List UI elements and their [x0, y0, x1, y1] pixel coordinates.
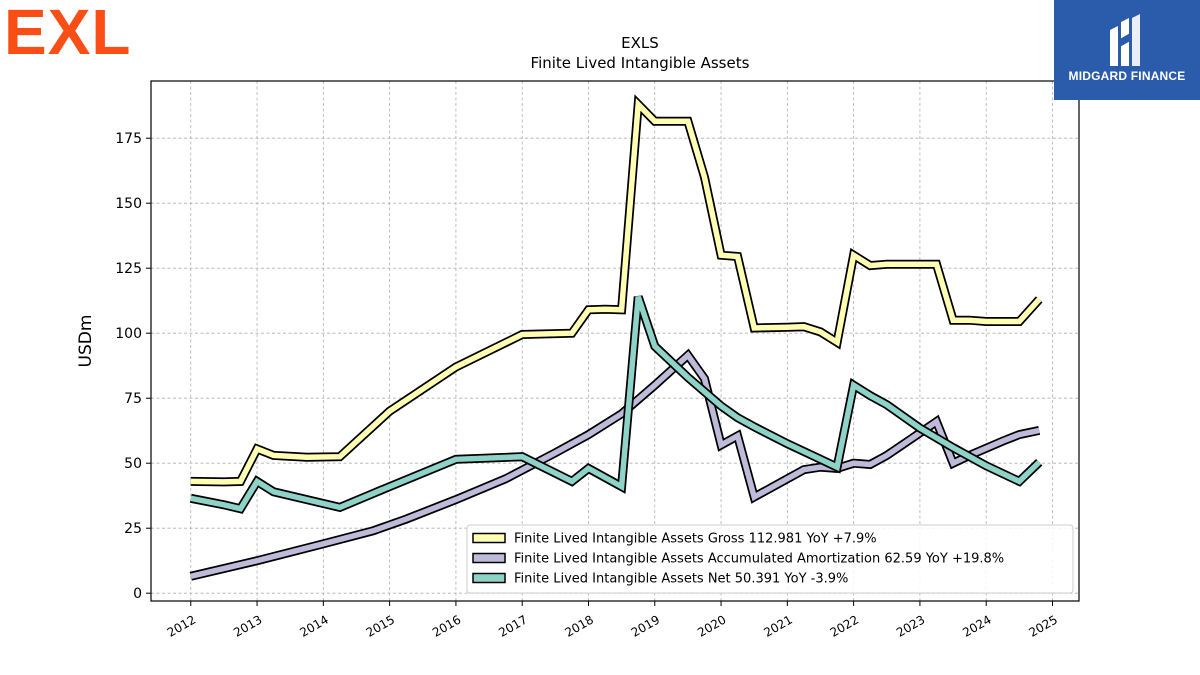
exl-logo: EXL	[4, 0, 132, 68]
legend-swatch	[472, 552, 506, 564]
legend-label: Finite Lived Intangible Assets Net 50.39…	[514, 572, 848, 587]
y-tick-label: 50	[124, 456, 142, 472]
midgard-mark-icon	[1110, 14, 1140, 66]
series-line	[190, 98, 1042, 485]
plot-frame	[150, 80, 1080, 602]
x-tick-label: 2019	[629, 612, 662, 639]
midgard-finance-logo: MIDGARD FINANCE	[1054, 0, 1200, 100]
x-tick-label: 2016	[430, 612, 463, 639]
y-tick-label: 125	[115, 261, 142, 277]
legend-label: Finite Lived Intangible Assets Accumulat…	[514, 552, 1004, 567]
x-tick-label: 2013	[231, 612, 264, 639]
y-tick-label: 0	[133, 586, 142, 602]
x-tick-label: 2023	[894, 612, 927, 639]
midgard-finance-wordmark: MIDGARD FINANCE	[1068, 69, 1186, 83]
series-line	[190, 351, 1040, 579]
x-tick-label: 2012	[165, 612, 198, 639]
series-2	[189, 348, 1041, 581]
x-tick-label: 2025	[1027, 612, 1060, 639]
legend-label: Finite Lived Intangible Assets Gross 112…	[514, 532, 877, 547]
y-tick-label: 150	[115, 196, 142, 212]
plot-area	[151, 81, 1079, 601]
x-tick-label: 2020	[695, 612, 728, 639]
y-tick-label: 175	[115, 131, 142, 147]
x-tick-label: 2014	[297, 612, 330, 639]
y-tick-label: 25	[124, 521, 142, 537]
x-tick-label: 2024	[960, 612, 993, 639]
legend-box	[466, 524, 1074, 594]
x-tick-label: 2017	[496, 612, 529, 639]
legend-swatch	[472, 532, 506, 544]
y-tick-label: 75	[124, 391, 142, 407]
series-3	[189, 295, 1043, 514]
chart-title: EXLS	[621, 34, 659, 52]
chart-subtitle: Finite Lived Intangible Assets	[531, 54, 750, 72]
x-tick-label: 2021	[761, 612, 794, 639]
series-1	[190, 94, 1043, 487]
series-line	[190, 295, 1042, 512]
y-axis-label: USDm	[76, 315, 96, 368]
legend-swatch	[472, 572, 506, 584]
y-tick-label: 100	[115, 326, 142, 342]
x-tick-label: 2018	[563, 612, 596, 639]
x-tick-label: 2015	[364, 612, 397, 639]
legend: Finite Lived Intangible Assets Gross 112…	[466, 524, 1074, 594]
x-tick-label: 2022	[828, 612, 861, 639]
